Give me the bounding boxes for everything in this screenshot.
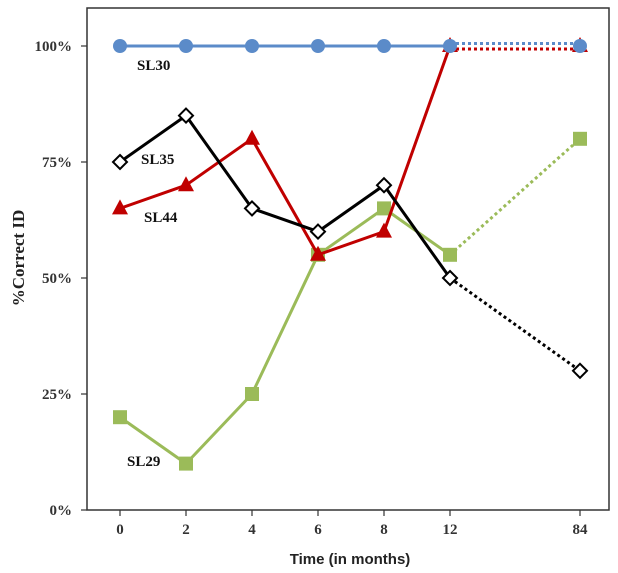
point-sl29 xyxy=(573,131,587,146)
point-sl29 xyxy=(377,201,391,216)
point-sl35 xyxy=(177,107,195,125)
point-sl35 xyxy=(309,223,327,241)
x-tick-label: 6 xyxy=(314,522,322,538)
point-sl35 xyxy=(375,176,393,194)
x-tick-label: 4 xyxy=(248,522,256,538)
series-label-sl44: SL44 xyxy=(144,210,178,226)
point-sl30 xyxy=(311,39,325,53)
x-axis-ticks: 0 2 4 6 8 12 84 xyxy=(116,510,588,538)
dotted-line-sl29 xyxy=(449,137,581,256)
series-sl30 xyxy=(113,39,587,53)
x-tick-label: 2 xyxy=(182,522,190,538)
x-tick-label: 8 xyxy=(380,522,388,538)
point-sl44 xyxy=(310,245,326,261)
point-sl30 xyxy=(113,39,127,53)
point-sl44 xyxy=(376,222,392,238)
point-sl35 xyxy=(243,199,261,217)
point-sl30 xyxy=(573,39,587,53)
series-sl35 xyxy=(111,107,589,380)
x-tick-label: 12 xyxy=(443,522,458,538)
series-label-sl29: SL29 xyxy=(127,454,160,470)
point-sl44 xyxy=(178,176,194,192)
x-tick-label: 84 xyxy=(573,522,589,538)
dotted-line-sl35 xyxy=(449,276,581,373)
point-sl29 xyxy=(443,247,457,262)
point-sl35 xyxy=(111,153,129,171)
series-label-sl35: SL35 xyxy=(141,152,174,168)
x-axis-title: Time (in months) xyxy=(290,551,411,568)
point-sl35 xyxy=(441,269,459,287)
y-axis-ticks: 0% 25% 50% 75% 100% xyxy=(35,39,87,519)
plot-area xyxy=(86,7,610,511)
point-sl30 xyxy=(179,39,193,53)
series-sl29 xyxy=(113,131,587,471)
x-tick-label: 0 xyxy=(116,522,124,538)
point-sl29 xyxy=(113,410,127,425)
point-sl30 xyxy=(377,39,391,53)
y-tick-label: 50% xyxy=(42,271,72,287)
line-sl29 xyxy=(119,206,451,466)
y-tick-label: 0% xyxy=(50,503,73,519)
point-sl29 xyxy=(179,456,193,471)
series-label-sl30: SL30 xyxy=(137,58,170,74)
y-tick-label: 100% xyxy=(35,39,73,55)
y-tick-label: 75% xyxy=(42,155,72,171)
series-layer xyxy=(111,37,589,471)
point-sl30 xyxy=(443,39,457,53)
point-sl44 xyxy=(244,129,260,145)
point-sl44 xyxy=(112,199,128,215)
point-sl30 xyxy=(245,39,259,53)
y-axis-title: %Correct ID xyxy=(9,210,28,306)
point-sl35 xyxy=(571,362,589,380)
line-sl35 xyxy=(119,114,452,279)
y-tick-label: 25% xyxy=(42,387,72,403)
point-sl29 xyxy=(245,387,259,401)
